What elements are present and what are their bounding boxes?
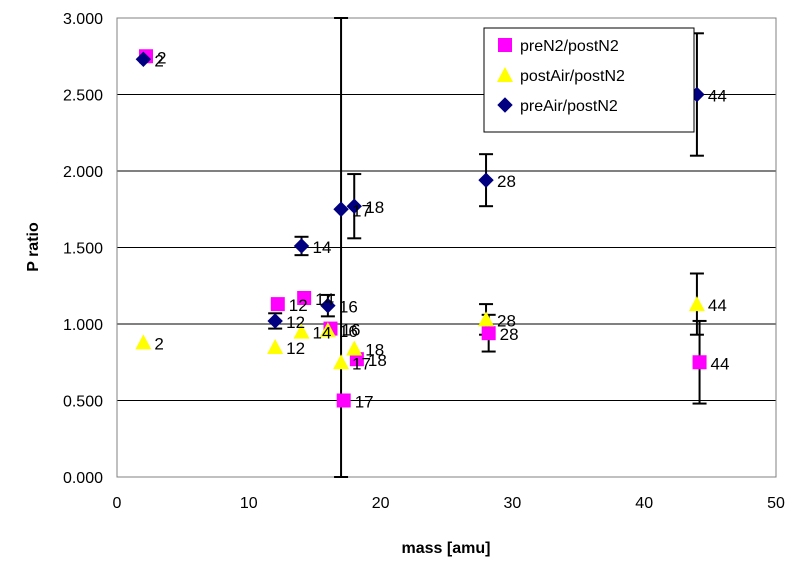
postair-postn2-point: [688, 296, 705, 312]
pren2-postn2-point: [336, 393, 351, 408]
x-axis-title: mass [amu]: [402, 540, 491, 557]
legend-marker-postair-postn2: [497, 67, 513, 82]
y-tick-label: 1.000: [63, 317, 103, 334]
x-tick-labels: 0 10 20 30 40 50: [113, 495, 785, 512]
postair-postn2-data-label: 28: [497, 311, 516, 330]
postair-postn2-point: [293, 323, 310, 339]
postair-postn2-data-label: 2: [154, 334, 163, 353]
preair-postn2-point: [333, 201, 349, 217]
pren2-postn2-data-label: 44: [711, 354, 730, 373]
pren2-postn2-data-label: 17: [355, 393, 374, 412]
preair-postn2-data-label: 28: [497, 172, 516, 191]
legend-marker-pren2-postn2: [498, 38, 512, 52]
pren2-postn2-data-label: 28: [500, 325, 519, 344]
pren2-postn2-point: [692, 355, 707, 370]
x-tick-label: 30: [504, 495, 522, 512]
postair-postn2-data-label: 12: [286, 339, 305, 358]
legend-label-preair-postn2: preAir/postN2: [520, 98, 618, 115]
preair-postn2-point: [135, 51, 152, 68]
pren2-postn2-data-label: 14: [315, 290, 334, 309]
postair-postn2-data-label: 17: [352, 354, 371, 373]
postair-postn2-point: [319, 322, 336, 338]
y-tick-label: 2.500: [63, 88, 103, 105]
pren2-postn2-point: [481, 326, 496, 341]
x-tick-label: 50: [767, 495, 785, 512]
pren2-postn2-point: [349, 352, 364, 367]
x-tick-label: 20: [372, 495, 390, 512]
x-tick-label: 10: [240, 495, 258, 512]
postair-postn2-point: [267, 338, 284, 354]
postair-postn2-point: [478, 311, 495, 327]
preair-postn2-point: [346, 198, 362, 214]
pren2-postn2-data-label: 18: [368, 351, 387, 370]
y-tick-labels: 0.000 0.500 1.000 1.500 2.000 2.500 3.000: [63, 11, 103, 487]
preair-postn2-data-label: 44: [708, 87, 727, 106]
pren2-postn2-point: [270, 297, 285, 312]
postair-postn2-data-label: 14: [313, 324, 332, 343]
pren2-postn2-point: [297, 290, 312, 305]
pren2-postn2-data-label: 16: [342, 321, 361, 340]
postair-postn2-point: [333, 354, 350, 370]
preair-postn2-point: [293, 238, 310, 254]
preair-postn2-data-label: 12: [286, 313, 305, 332]
postair-postn2-point: [346, 340, 363, 356]
legend: preN2/postN2 postAir/postN2 preAir/postN2: [483, 27, 695, 133]
postair-postn2-data-label: 18: [365, 340, 384, 359]
pren2-postn2-data-label: 2: [157, 48, 166, 67]
preair-postn2-data-label: 17: [352, 201, 371, 220]
y-axis-title: P ratio: [25, 222, 42, 272]
postair-postn2-data-label: 16: [339, 322, 358, 341]
data-markers: [135, 49, 707, 408]
preair-postn2-point: [267, 313, 283, 329]
plot-area-border: [116, 17, 777, 478]
preair-postn2-data-label: 14: [313, 238, 332, 257]
x-tick-label: 0: [113, 495, 122, 512]
preair-postn2-point: [478, 172, 494, 188]
legend-label-pren2-postn2: preN2/postN2: [520, 38, 619, 55]
legend-box: [483, 27, 695, 133]
legend-marker-preair-postn2: [497, 97, 513, 113]
y-tick-label: 0.500: [63, 394, 103, 411]
postair-postn2-data-label: 44: [708, 296, 727, 315]
y-tick-label: 2.000: [63, 164, 103, 181]
x-tick-label: 40: [635, 495, 653, 512]
preair-postn2-data-label: 18: [365, 198, 384, 217]
preair-postn2-data-label: 16: [339, 298, 358, 317]
pren2-postn2-data-label: 12: [289, 296, 308, 315]
preair-postn2-point: [320, 297, 336, 314]
legend-label-postair-postn2: postAir/postN2: [520, 68, 625, 85]
y-tick-label: 1.500: [63, 241, 103, 258]
y-tick-label: 3.000: [63, 11, 103, 28]
y-tick-label: 0.000: [63, 470, 103, 487]
postair-postn2-point: [135, 334, 152, 350]
preair-postn2-data-label: 2: [154, 51, 163, 70]
